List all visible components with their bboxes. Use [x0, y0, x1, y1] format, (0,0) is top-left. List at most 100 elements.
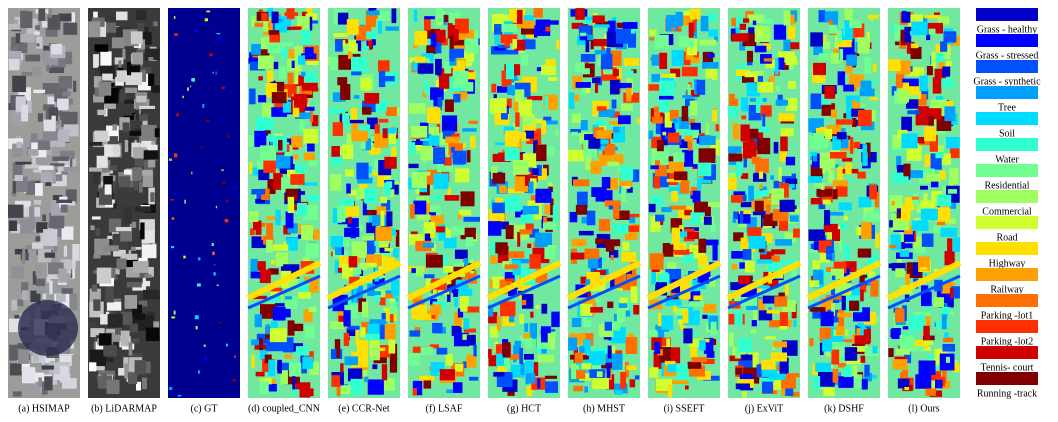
texture-patch: [636, 118, 640, 124]
texture-patch: [916, 136, 925, 144]
texture-patch: [621, 185, 627, 202]
texture-patch: [547, 333, 555, 350]
texture-patch: [122, 259, 137, 268]
texture-patch: [750, 329, 757, 334]
texture-patch: [56, 199, 73, 203]
texture-patch: [731, 17, 738, 27]
texture-patch: [536, 164, 542, 176]
texture-patch: [36, 222, 48, 233]
texture-patch: [607, 124, 613, 130]
texture-patch: [517, 231, 521, 247]
texture-patch: [262, 102, 273, 118]
texture-patch: [568, 337, 578, 351]
texture-patch: [944, 251, 955, 266]
texture-patch: [113, 145, 121, 157]
texture-patch: [267, 42, 284, 54]
texture-patch: [254, 314, 262, 328]
texture-patch: [135, 109, 139, 121]
texture-patch: [306, 8, 313, 15]
texture-patch: [675, 11, 684, 26]
texture-patch: [261, 12, 268, 21]
texture-patch: [670, 218, 683, 234]
texture-patch: [122, 48, 126, 60]
texture-patch: [292, 154, 299, 160]
texture-patch: [818, 10, 826, 23]
texture-patch: [785, 178, 798, 185]
texture-patch: [929, 134, 938, 152]
texture-patch: [148, 73, 155, 86]
texture-patch: [426, 175, 437, 185]
texture-patch: [836, 325, 845, 336]
texture-patch: [24, 164, 39, 169]
texture-patch: [512, 39, 518, 49]
texture-patch: [660, 74, 673, 78]
texture-patch: [540, 326, 551, 343]
texture-patch: [764, 44, 771, 50]
texture-patch: [350, 378, 364, 395]
panel-image: [88, 8, 160, 398]
texture-patch: [295, 112, 311, 119]
texture-patch: [659, 80, 675, 96]
texture-patch: [90, 328, 105, 338]
texture-patch: [588, 351, 606, 366]
legend-swatch: [976, 346, 1038, 359]
texture-patch: [292, 389, 300, 395]
texture-patch: [385, 181, 393, 189]
texture-patch: [409, 142, 416, 155]
texture-patch: [148, 57, 154, 61]
texture-patch: [502, 342, 511, 358]
texture-patch: [121, 311, 133, 325]
texture-patch: [109, 136, 118, 147]
texture-patch: [519, 48, 525, 53]
texture-patch: [706, 13, 717, 21]
texture-patch: [810, 32, 823, 47]
texture-patch: [579, 36, 587, 41]
texture-patch: [900, 370, 909, 381]
texture-patch: [949, 287, 954, 299]
texture-patch: [384, 247, 396, 252]
texture-patch: [41, 365, 54, 370]
texture-patch: [9, 363, 22, 376]
texture-patch: [344, 356, 359, 366]
texture-patch: [100, 51, 112, 66]
texture-patch: [808, 229, 825, 242]
texture-patch: [371, 345, 380, 361]
texture-patch: [206, 10, 211, 13]
texture-patch: [568, 149, 585, 162]
texture-patch: [271, 107, 288, 117]
texture-patch: [831, 229, 841, 242]
texture-patch: [522, 39, 536, 50]
texture-patch: [331, 155, 343, 166]
texture-patch: [712, 66, 718, 81]
texture-patch: [383, 256, 396, 267]
texture-patch: [788, 81, 796, 89]
texture-patch: [527, 95, 543, 101]
texture-patch: [595, 21, 611, 27]
texture-patch: [688, 22, 694, 38]
texture-patch: [857, 323, 871, 327]
texture-patch: [762, 295, 780, 304]
texture-patch: [889, 245, 897, 249]
texture-patch: [574, 94, 580, 102]
texture-patch: [933, 12, 940, 16]
texture-patch: [173, 310, 176, 315]
texture-patch: [920, 200, 935, 209]
texture-patch: [626, 87, 632, 102]
texture-patch: [593, 24, 610, 28]
texture-patch: [202, 104, 205, 108]
texture-patch: [454, 298, 458, 308]
texture-patch: [368, 8, 377, 14]
texture-patch: [779, 149, 787, 162]
texture-patch: [360, 369, 368, 381]
texture-patch: [828, 170, 835, 184]
texture-patch: [920, 185, 928, 190]
texture-patch: [780, 136, 788, 152]
texture-patch: [590, 160, 602, 174]
texture-patch: [384, 324, 396, 340]
texture-patch: [826, 124, 842, 137]
texture-patch: [376, 347, 386, 351]
texture-patch: [929, 371, 941, 387]
texture-patch: [851, 100, 857, 113]
texture-patch: [773, 341, 787, 348]
